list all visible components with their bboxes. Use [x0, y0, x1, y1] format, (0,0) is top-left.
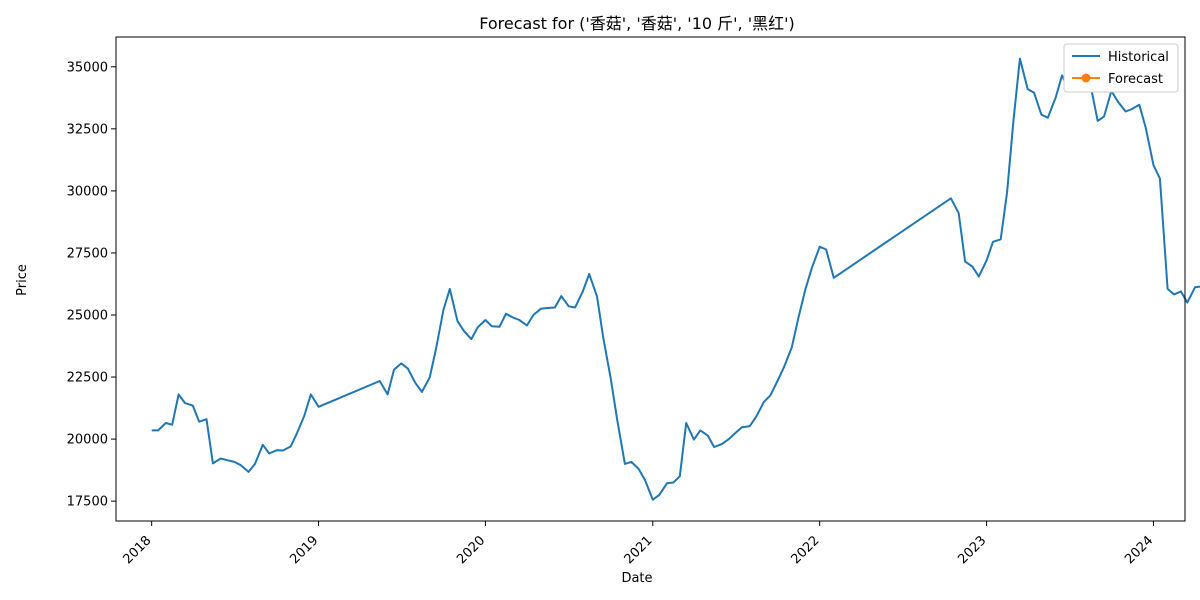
- x-tick-label: 2020: [454, 533, 488, 567]
- x-tick-label: 2021: [622, 533, 656, 567]
- x-axis-label: Date: [621, 571, 652, 586]
- legend-historical-label: Historical: [1108, 50, 1169, 65]
- y-tick-label: 27500: [67, 246, 108, 261]
- y-tick-label: 22500: [67, 371, 108, 386]
- x-tick-label: 2023: [955, 533, 989, 567]
- plot-area: [151, 57, 1200, 501]
- y-axis: 17500 20000 22500 25000 27500 30000 32500 35000: [67, 60, 116, 510]
- x-axis: 2018 2019 2020 2021 2022 2023 2024: [120, 521, 1156, 567]
- x-tick-label: 2018: [120, 533, 154, 567]
- y-tick-label: 20000: [67, 433, 108, 448]
- y-tick-label: 30000: [67, 184, 108, 199]
- y-tick-label: 25000: [67, 308, 108, 323]
- legend: Historical Forecast: [1063, 43, 1179, 93]
- y-tick-label: 35000: [67, 60, 108, 75]
- x-tick-label: 2019: [287, 533, 321, 567]
- plot-frame: [115, 36, 1186, 522]
- x-tick-label: 2022: [788, 533, 822, 567]
- x-tick-label: 2024: [1122, 533, 1156, 567]
- series-historical-line: [151, 57, 1200, 501]
- chart-title: Forecast for ('香菇', '香菇', '10 斤', '黑红'): [479, 14, 795, 33]
- y-tick-label: 32500: [67, 122, 108, 137]
- y-tick-label: 17500: [67, 495, 108, 510]
- legend-forecast-marker: [1081, 73, 1091, 83]
- y-axis-label: Price: [15, 264, 30, 296]
- legend-forecast-label: Forecast: [1108, 72, 1163, 87]
